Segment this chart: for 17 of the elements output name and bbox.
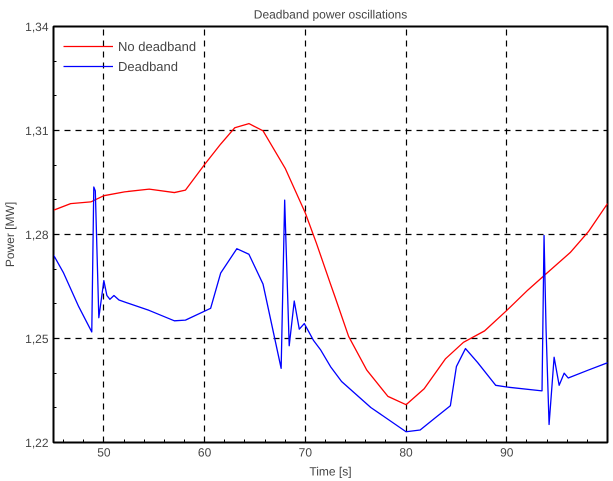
y-tick-label: 1,34 (25, 20, 49, 34)
y-tick-label: 1,22 (25, 436, 49, 450)
y-tick-label: 1,31 (25, 124, 49, 138)
legend-label: Deadband (118, 58, 178, 74)
x-tick-label: 50 (97, 446, 111, 460)
x-tick-label: 90 (500, 446, 514, 460)
y-tick-label: 1,28 (25, 228, 49, 242)
x-tick-label: 70 (298, 446, 312, 460)
y-axis-title: Power [MW] (3, 202, 18, 268)
x-tick-label: 60 (198, 446, 212, 460)
y-tick-label: 1,25 (25, 332, 49, 346)
legend-label: No deadband (118, 38, 196, 54)
x-axis-title: Time [s] (309, 464, 352, 478)
chart-title: Deadband power oscillations (254, 8, 408, 22)
line-series (54, 122, 608, 406)
x-tick-label: 80 (399, 446, 414, 460)
line-series (54, 186, 608, 432)
